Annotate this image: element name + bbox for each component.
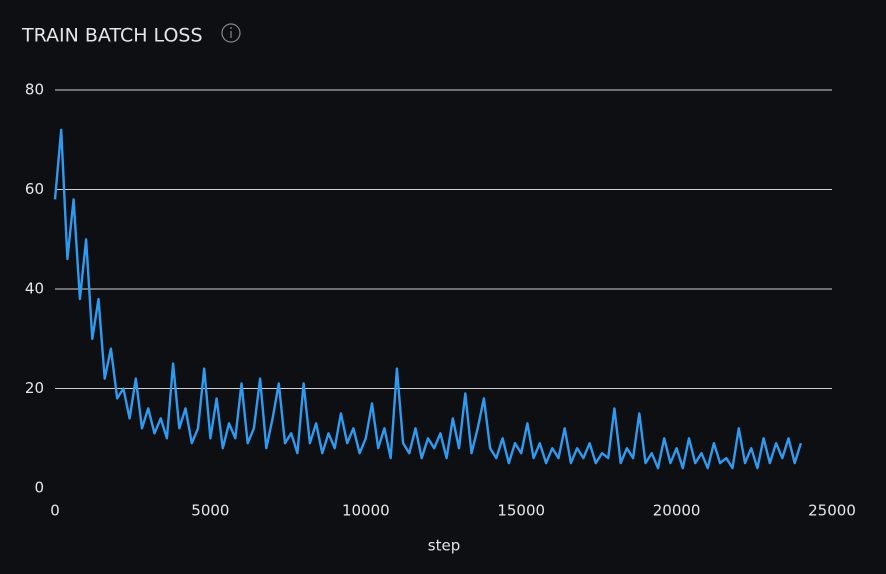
x-tick-label: 10000 <box>342 502 390 520</box>
y-tick-label: 0 <box>34 479 44 497</box>
info-icon-dot <box>230 27 232 29</box>
loss-line <box>53 128 803 470</box>
y-tick-label: 80 <box>25 81 44 99</box>
info-icon[interactable] <box>221 23 241 43</box>
x-tick-label: 5000 <box>191 502 229 520</box>
x-tick-label: 0 <box>50 502 60 520</box>
y-tick-label: 20 <box>25 379 44 397</box>
y-tick-label: 60 <box>25 180 44 198</box>
x-tick-label: 20000 <box>653 502 701 520</box>
x-axis-label: step <box>428 537 460 555</box>
y-tick-label: 40 <box>25 280 44 298</box>
chart-title: TRAIN BATCH LOSS <box>21 25 203 47</box>
x-tick-label: 25000 <box>808 502 856 520</box>
x-tick-label: 15000 <box>497 502 545 520</box>
